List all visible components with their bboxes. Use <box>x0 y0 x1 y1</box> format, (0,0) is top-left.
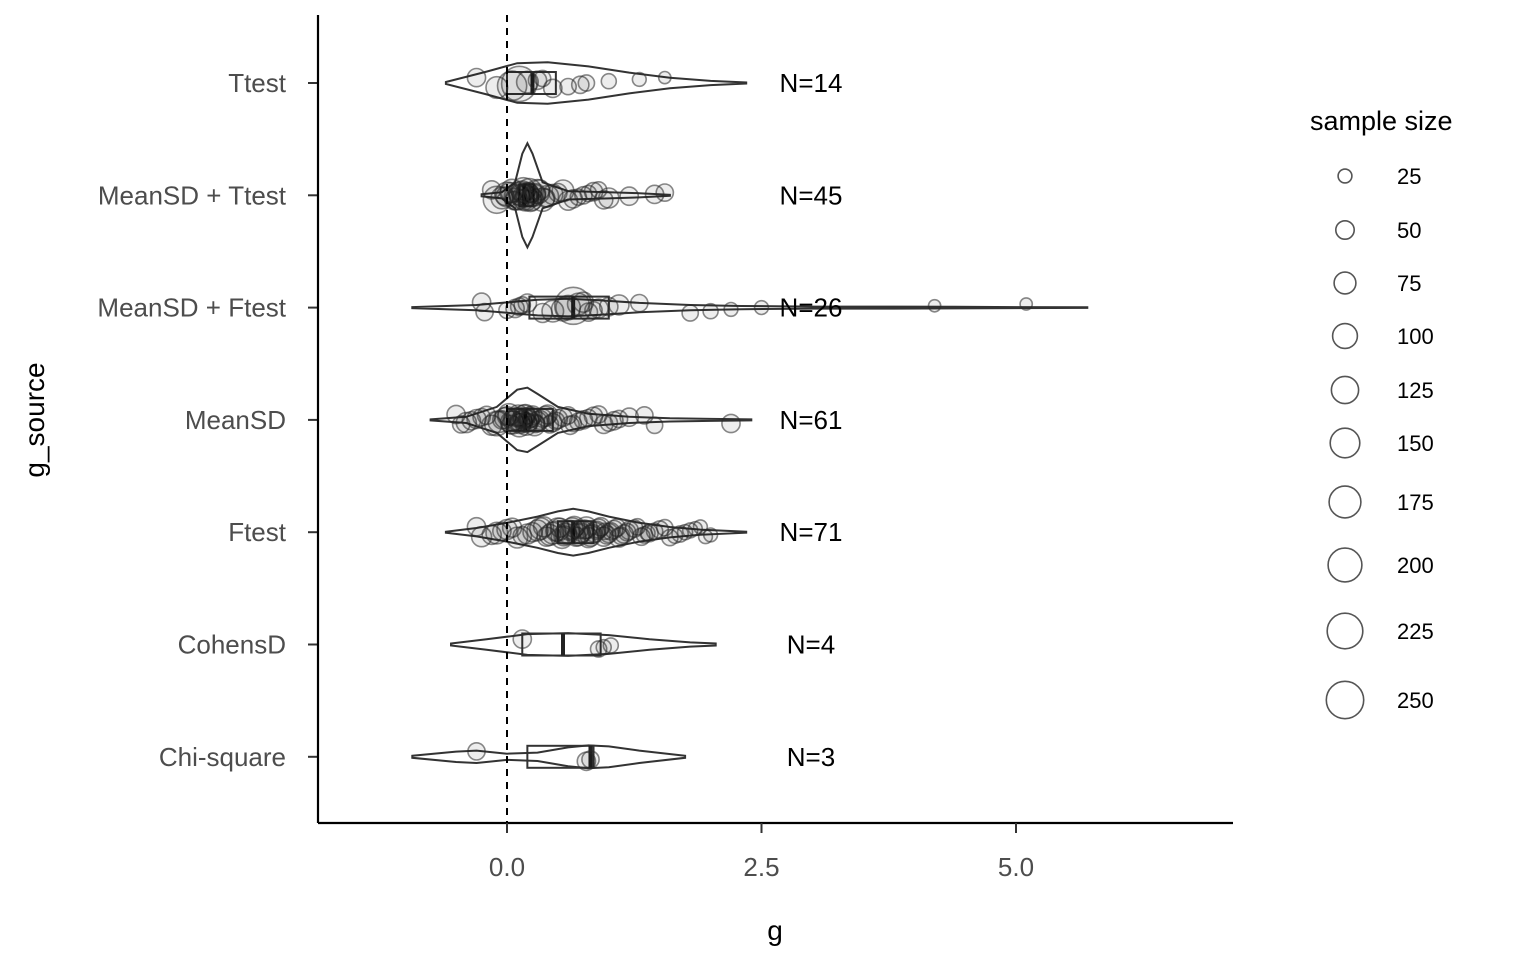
point-meansd-ttest <box>583 181 604 202</box>
point-cohensd <box>512 629 533 650</box>
y-axis-title: g_source <box>19 362 50 477</box>
y-tick-label-meansd: MeanSD <box>185 405 286 435</box>
legend-key-250 <box>1325 680 1365 720</box>
x-tick-label: 5.0 <box>998 852 1034 882</box>
point-ttest <box>577 74 596 92</box>
legend-label-25: 25 <box>1397 164 1421 189</box>
legend: sample size 25 50 75 100 125 150 175 200 225 250 <box>1310 106 1453 720</box>
points-layer <box>446 65 1034 772</box>
point-ttest <box>631 71 647 88</box>
point-meansd-ttest <box>619 186 640 207</box>
point-meansd-ftest <box>702 302 719 320</box>
point-ftest <box>702 527 719 543</box>
point-meansd-ftest <box>608 294 630 316</box>
legend-key-50 <box>1335 220 1356 241</box>
n-label-meansd-ftest: N=26 <box>780 293 843 323</box>
point-meansd-ftest <box>517 293 538 314</box>
n-label-chi-square: N=3 <box>787 742 835 772</box>
x-axis-title: g <box>767 915 783 946</box>
point-ttest <box>466 67 487 88</box>
point-ttest <box>600 72 618 90</box>
legend-title: sample size <box>1310 106 1453 136</box>
violin-ftest <box>444 507 748 557</box>
legend-key-125 <box>1330 375 1360 405</box>
point-meansd <box>645 416 664 435</box>
legend-key-150 <box>1329 427 1361 459</box>
axes-layer: Ttest MeanSD + Ttest MeanSD + Ftest MeanSD F… <box>97 15 1233 882</box>
point-ftest <box>639 524 656 542</box>
legend-label-50: 50 <box>1397 218 1421 243</box>
y-tick-label-ftest: Ftest <box>228 517 287 547</box>
point-meansd <box>619 407 640 428</box>
point-meansd-ftest <box>927 298 942 313</box>
legend-key-100 <box>1331 322 1359 350</box>
legend-label-75: 75 <box>1397 271 1421 296</box>
legend-key-175 <box>1328 485 1362 519</box>
violin-chi-square <box>411 744 687 770</box>
point-ftest <box>569 519 590 540</box>
point-ttest <box>542 78 563 99</box>
n-label-meansd-ttest: N=45 <box>780 180 843 210</box>
y-tick-label-meansd-ttest: MeanSD + Ttest <box>98 180 287 210</box>
point-meansd-ftest <box>629 293 649 313</box>
n-label-ftest: N=71 <box>780 517 843 547</box>
n-label-meansd: N=61 <box>780 405 843 435</box>
point-ttest <box>527 70 548 91</box>
point-chi-square <box>581 750 600 769</box>
n-labels-layer: N=14 N=45 N=26 N=61 N=71 N=4 N=3 <box>780 68 843 772</box>
y-tick-label-chi-square: Chi-square <box>159 742 286 772</box>
x-tick-label: 2.5 <box>743 852 779 882</box>
y-tick-label-cohensd: CohensD <box>178 630 286 660</box>
point-meansd-ftest <box>723 301 739 318</box>
point-meansd-ttest <box>597 187 620 209</box>
x-tick-label: 0.0 <box>489 852 525 882</box>
legend-label-150: 150 <box>1397 431 1434 456</box>
legend-label-175: 175 <box>1397 490 1434 515</box>
legend-label-200: 200 <box>1397 553 1434 578</box>
n-label-cohensd: N=4 <box>787 630 835 660</box>
legend-label-250: 250 <box>1397 688 1434 713</box>
point-meansd <box>721 413 741 434</box>
violin-meansd <box>429 386 753 454</box>
point-chi-square <box>467 742 486 761</box>
point-meansd-ftest <box>475 302 495 322</box>
legend-label-100: 100 <box>1397 324 1434 349</box>
point-ttest <box>657 70 672 85</box>
point-meansd-ftest <box>553 286 593 326</box>
point-ttest <box>570 75 590 95</box>
point-meansd-ftest <box>753 299 770 316</box>
point-ftest <box>595 522 614 541</box>
point-meansd-ftest <box>1019 297 1034 311</box>
legend-key-225 <box>1326 612 1364 650</box>
legend-label-125: 125 <box>1397 378 1434 403</box>
violin-meansd-ttest <box>480 141 671 250</box>
violin-cohensd <box>450 632 717 657</box>
point-meansd-ftest <box>681 304 700 322</box>
legend-key-200 <box>1327 547 1363 583</box>
point-cohensd <box>602 637 620 654</box>
legend-label-225: 225 <box>1397 619 1434 644</box>
point-meansd-ttest <box>655 183 675 203</box>
legend-key-75 <box>1333 271 1357 295</box>
y-tick-label-ttest: Ttest <box>228 68 287 98</box>
violin-ttest <box>444 61 748 105</box>
n-label-ttest: N=14 <box>780 68 843 98</box>
y-tick-label-meansd-ftest: MeanSD + Ftest <box>97 293 286 323</box>
legend-key-25 <box>1337 168 1353 184</box>
